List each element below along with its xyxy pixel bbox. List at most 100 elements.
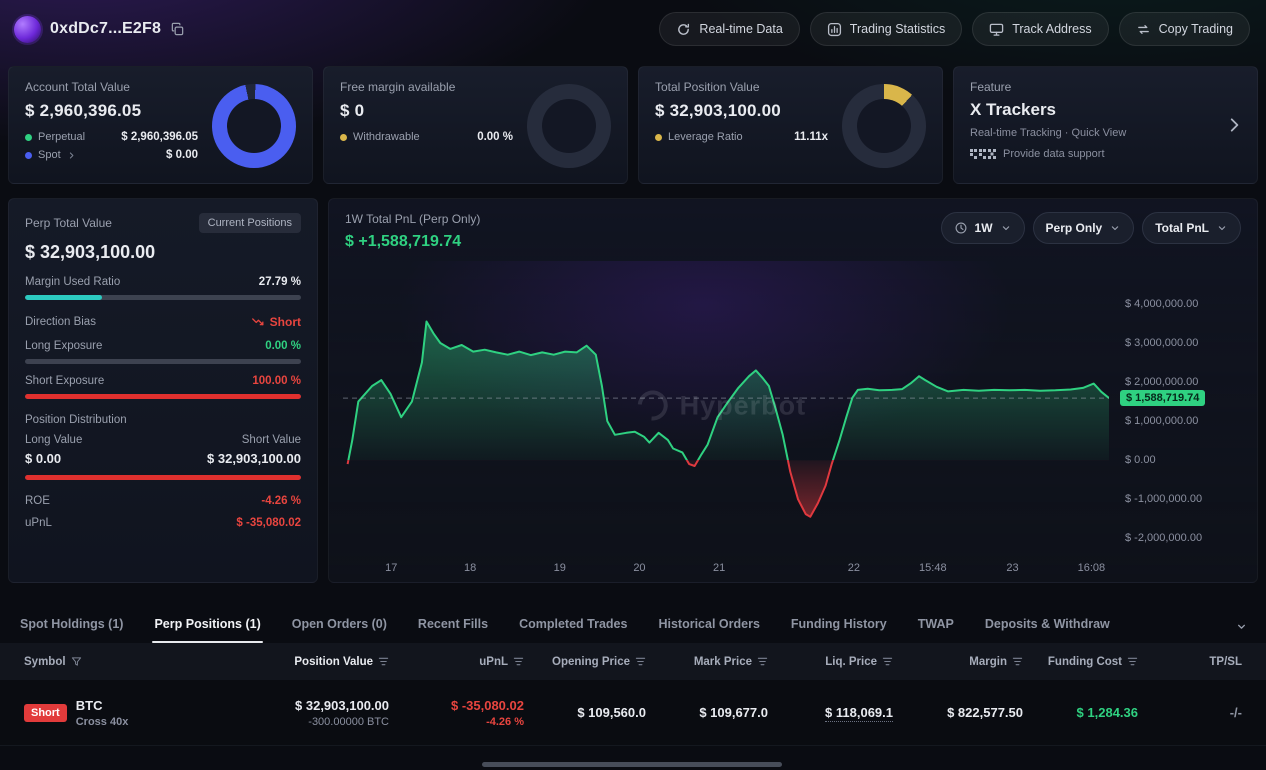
wallet-address: 0xdDc7...E2F8: [50, 20, 162, 37]
track-address-label: Track Address: [1012, 22, 1092, 36]
chevron-down-icon: [1109, 222, 1121, 234]
tab-spot-holdings[interactable]: Spot Holdings (1): [18, 617, 125, 643]
perp-total-title: Perp Total Value: [25, 216, 112, 230]
leverage-label: Leverage Ratio: [668, 131, 743, 143]
long-value-label: Long Value: [25, 434, 83, 446]
timeframe-select[interactable]: 1W: [940, 212, 1025, 244]
y-tick-label: $ 4,000,000.00: [1125, 297, 1199, 310]
chevron-right-icon[interactable]: [1225, 116, 1243, 134]
tab-historical-orders[interactable]: Historical Orders: [656, 617, 761, 643]
pnl-chart-plot[interactable]: [343, 261, 1109, 550]
liq-price-cell[interactable]: $ 118,069.1: [825, 705, 893, 722]
header-funding-cost[interactable]: Funding Cost: [1023, 656, 1138, 668]
feature-name: X Trackers: [970, 100, 1057, 119]
chart-x-axis: 17 18 19 20 21 22 15:48 23 16:08: [343, 554, 1109, 576]
chart-controls: 1W Perp Only Total PnL: [940, 212, 1241, 244]
feature-card[interactable]: Feature X Trackers Real-time Tracking · …: [953, 66, 1258, 184]
x-tick-label: 19: [553, 562, 566, 574]
tab-recent-fills[interactable]: Recent Fills: [416, 617, 490, 643]
tab-funding-history[interactable]: Funding History: [789, 617, 889, 643]
trading-statistics-button[interactable]: Trading Statistics: [809, 12, 963, 46]
header-tpsl: TP/SL: [1209, 655, 1242, 668]
tab-deposits-withdrawals[interactable]: Deposits & Withdraw: [983, 617, 1112, 643]
horizontal-scrollbar[interactable]: [482, 762, 782, 767]
margin-used-label: Margin Used Ratio: [25, 276, 121, 288]
sort-icon: [1012, 656, 1023, 667]
leverage-donut: [842, 84, 926, 168]
position-row-btc[interactable]: Short BTC Cross 40x $ 32,903,100.00 -300…: [0, 680, 1266, 746]
chevron-down-icon: [1000, 222, 1012, 234]
tpsl-cell: -/-: [1229, 705, 1242, 720]
upnl-value: $ -35,080.02: [236, 517, 301, 529]
account-total-card: Account Total Value $ 2,960,396.05 Perpe…: [8, 66, 313, 184]
pnl-chart-value: $ +1,588,719.74: [345, 233, 462, 250]
sort-icon: [378, 656, 389, 667]
perpetual-row: Perpetual $ 2,960,396.05: [25, 131, 198, 143]
withdrawable-label: Withdrawable: [353, 131, 420, 143]
header-position-value[interactable]: Position Value: [224, 656, 389, 668]
spot-value: $ 0.00: [166, 149, 198, 161]
realtime-data-button[interactable]: Real-time Data: [659, 12, 800, 46]
stats-icon: [827, 22, 842, 37]
tab-completed-trades[interactable]: Completed Trades: [517, 617, 629, 643]
x-tick-label: 18: [464, 562, 477, 574]
perpetual-dot: [25, 133, 32, 141]
long-exposure-label: Long Exposure: [25, 340, 103, 352]
margin-used-bar: [25, 295, 301, 300]
x-tick-label: 23: [1006, 562, 1019, 574]
feature-subtitle: Real-time Tracking · Quick View: [970, 127, 1127, 139]
upnl-cell: $ -35,080.02 -4.26 %: [389, 698, 524, 728]
y-tick-label: $ -1,000,000.00: [1125, 493, 1203, 506]
perp-total-value: $ 32,903,100.00: [25, 242, 156, 262]
header-symbol[interactable]: Symbol: [24, 656, 224, 668]
copy-trading-button[interactable]: Copy Trading: [1118, 12, 1250, 46]
withdrawable-dot: [340, 133, 347, 141]
account-identity: 0xdDc7...E2F8: [14, 15, 185, 43]
header-upnl[interactable]: uPnL: [389, 656, 524, 668]
y-tick-label: $ 0.00: [1125, 454, 1156, 467]
current-pnl-tag: $ 1,588,719.74: [1120, 390, 1206, 407]
account-total-title: Account Total Value: [25, 80, 130, 94]
metric-select[interactable]: Total PnL: [1142, 212, 1241, 244]
chart-plot-area: Hyperbot $ 1,588,719.74 $ 4,000,000.00$ …: [343, 261, 1245, 576]
feature-support-text: Provide data support: [1003, 148, 1105, 160]
pnl-chart-title: 1W Total PnL (Perp Only): [345, 212, 481, 226]
scope-select[interactable]: Perp Only: [1032, 212, 1135, 244]
long-exposure-bar: [25, 359, 301, 364]
short-exposure-value: 100.00 %: [252, 375, 301, 387]
spot-row[interactable]: Spot $ 0.00: [25, 149, 198, 161]
header-liq-price[interactable]: Liq. Price: [768, 656, 893, 668]
short-exposure-bar: [25, 394, 301, 399]
tabs-overflow-button[interactable]: [1235, 620, 1248, 643]
tab-perp-positions[interactable]: Perp Positions (1): [152, 617, 264, 643]
short-value-label: Short Value: [241, 434, 301, 446]
sort-icon: [882, 656, 893, 667]
upnl-label: uPnL: [25, 517, 52, 529]
account-allocation-donut: [212, 84, 296, 168]
header-margin[interactable]: Margin: [893, 656, 1023, 668]
sort-icon: [635, 656, 646, 667]
x-tick-label: 16:08: [1077, 562, 1106, 574]
short-value: $ 32,903,100.00: [207, 451, 301, 466]
y-tick-label: $ 3,000,000.00: [1125, 337, 1199, 349]
monitor-icon: [989, 22, 1004, 37]
copy-address-icon[interactable]: [170, 22, 185, 37]
sort-icon: [1127, 656, 1138, 667]
symbol-name: BTC: [75, 697, 103, 713]
sort-icon: [757, 656, 768, 667]
current-positions-badge[interactable]: Current Positions: [198, 213, 301, 233]
header-mark-price[interactable]: Mark Price: [646, 656, 768, 668]
position-value-cell: $ 32,903,100.00 -300.00000 BTC: [224, 698, 389, 728]
leverage-row: Leverage Ratio 11.11x: [655, 131, 828, 143]
top-actions: Real-time Data Trading Statistics Track …: [659, 12, 1250, 46]
perpetual-value: $ 2,960,396.05: [121, 131, 198, 143]
track-address-button[interactable]: Track Address: [972, 12, 1109, 46]
total-position-value: $ 32,903,100.00: [655, 101, 781, 120]
summary-cards: Account Total Value $ 2,960,396.05 Perpe…: [0, 66, 1266, 184]
direction-bias-label: Direction Bias: [25, 316, 96, 328]
chevron-down-icon: [1216, 222, 1228, 234]
tab-twap[interactable]: TWAP: [916, 617, 956, 643]
filter-icon: [71, 656, 82, 667]
header-opening-price[interactable]: Opening Price: [524, 656, 646, 668]
tab-open-orders[interactable]: Open Orders (0): [290, 617, 389, 643]
